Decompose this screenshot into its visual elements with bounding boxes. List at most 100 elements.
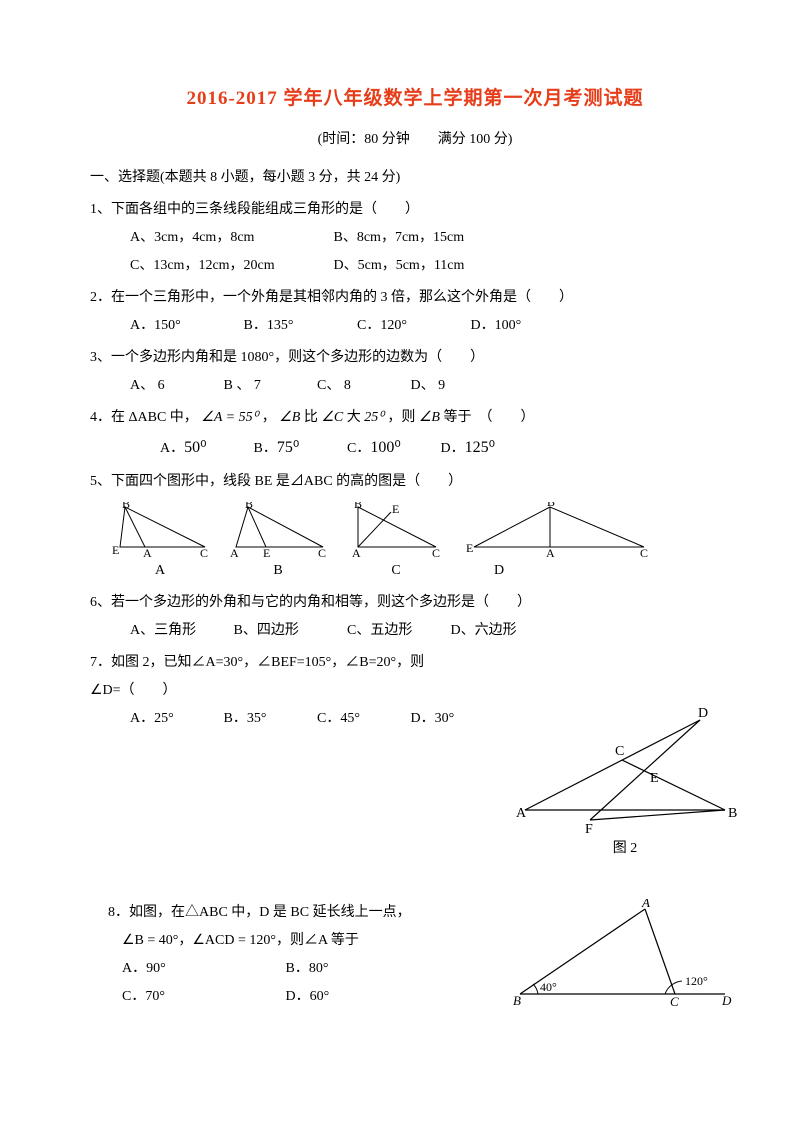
q8-figure: A B C D 40° 120° (510, 899, 740, 1009)
q2-opt-c: C．120° (357, 312, 467, 340)
fig-a-C: C (200, 546, 208, 557)
q8-line1: 8．如图，在△ABC 中，D 是 BC 延长线上一点， (108, 899, 510, 927)
fig-c-C: C (432, 546, 440, 557)
q8-fig-C: C (670, 994, 679, 1009)
q4-ang1: ∠A = 55⁰ (201, 410, 258, 425)
q4-opt-c-val: 100⁰ (370, 439, 400, 456)
q7-fig-B: B (728, 806, 737, 821)
q8-opts-row2: C．70° D．60° (122, 983, 510, 1011)
q5-label-c: C (346, 557, 446, 585)
q5-stem: 5、下面四个图形中，线段 BE 是⊿ABC 的高的图是（ ） (90, 468, 740, 496)
fig-c-E: E (392, 502, 399, 516)
q7-fig-F: F (585, 822, 593, 835)
q3-stem: 3、一个多边形内角和是 1080°，则这个多边形的边数为（ ） (90, 344, 740, 372)
q5-fig-c: B E A C C (346, 502, 446, 585)
q4-ang2p2: ∠C (321, 410, 343, 425)
q4-opt-a-val: 50⁰ (184, 439, 206, 456)
q4-text-c: ，则 (387, 410, 415, 425)
fig-a-A: A (143, 546, 152, 557)
triangle-c-icon: B E A C (346, 502, 446, 557)
fig-a-B: B (122, 502, 130, 511)
q5-label-b: B (228, 557, 328, 585)
fig-d-C: C (640, 546, 648, 557)
q7-fig-A: A (516, 806, 527, 821)
q4-tri: ΔABC (129, 410, 167, 425)
q4-bi: 比 (304, 410, 318, 425)
q4-opt-b-wrap: B．75⁰ (254, 432, 344, 464)
q6-opt-a: A、三角形 (130, 617, 230, 645)
q8-opt-a: A．90° (122, 955, 282, 983)
q3-opt-c: C、 8 (317, 372, 407, 400)
q7-fig-C: C (615, 744, 624, 759)
q5-label-a: A (110, 557, 210, 585)
section-1-heading: 一、选择题(本题共 8 小题，每小题 3 分，共 24 分) (90, 164, 740, 192)
q7-fig-E: E (650, 771, 659, 786)
q3-opts: A、 6 B 、 7 C、 8 D、 9 (130, 372, 740, 400)
q4-angB: ∠B (419, 410, 440, 425)
q3-opt-a: A、 6 (130, 372, 220, 400)
q4-comma1: ， (262, 410, 276, 425)
q1-opt-b: B、8cm，7cm，15cm (334, 224, 465, 252)
q4-opt-c-lab: C． (347, 441, 370, 456)
triangle-a-icon: B E A C (110, 502, 210, 557)
q2-stem: 2．在一个三角形中，一个外角是其相邻内角的 3 倍，那么这个外角是（ ） (90, 284, 740, 312)
q7-opt-c: C．45° (317, 705, 407, 733)
q6-opt-b: B、四边形 (234, 617, 344, 645)
fig-d-A: A (546, 546, 555, 557)
fig-b-E: E (263, 546, 270, 557)
q8-fig-40: 40° (540, 980, 557, 994)
q4-opt-a-wrap: A．50⁰ (160, 432, 250, 464)
q5-label-d: D (494, 557, 654, 585)
q4-text-b: 中， (170, 410, 198, 425)
q4-opt-b-lab: B． (254, 441, 277, 456)
q7-fig-D: D (698, 706, 708, 721)
q8-opts-row1: A．90° B．80° (122, 955, 510, 983)
q7-stem1: 7．如图 2，已知∠A=30°，∠BEF=105°，∠B=20°，则 (90, 649, 740, 677)
fig-c-A: A (352, 546, 361, 557)
q4-text-d: 等于 （ ） (443, 410, 534, 425)
q4-opt-d-wrap: D．125⁰ (441, 432, 496, 464)
fig-a-E: E (112, 543, 119, 557)
q2-opt-a: A．150° (130, 312, 240, 340)
q7-figure: D C E A F B 图 2 (510, 705, 740, 863)
triangle-b-icon: B A E C (228, 502, 328, 557)
page-title: 2016-2017 学年八年级数学上学期第一次月考测试题 (90, 80, 740, 118)
q1-opt-c: C、13cm，12cm，20cm (130, 252, 330, 280)
q4-opt-b-val: 75⁰ (277, 439, 299, 456)
q7-opt-b: B．35° (224, 705, 314, 733)
q4-opt-c-wrap: C．100⁰ (347, 432, 437, 464)
q3-opt-d: D、 9 (411, 372, 446, 400)
q2-opts: A．150° B．135° C．120° D．100° (130, 312, 740, 340)
q4-opt-d-lab: D． (441, 441, 465, 456)
q6-stem: 6、若一个多边形的外角和与它的内角和相等，则这个多边形是（ ） (90, 589, 740, 617)
q1-opt-d: D、5cm，5cm，11cm (334, 252, 465, 280)
q4-stem: 4．在 ΔABC 中， ∠A = 55⁰ ， ∠B 比 ∠C 大 25⁰ ，则 … (90, 404, 740, 432)
q5-fig-b: B A E C B (228, 502, 328, 585)
q7-fig-caption: 图 2 (510, 835, 740, 863)
q4-da: 大 (347, 410, 361, 425)
subtitle: (时间：80 分钟 满分 100 分) (90, 126, 740, 154)
fig-d-E: E (466, 541, 473, 555)
q8-fig-A: A (641, 899, 650, 910)
q8-fig-120: 120° (685, 974, 708, 988)
q7-stem2: ∠D=（ ） (90, 677, 740, 705)
q5-fig-a: B E A C A (110, 502, 210, 585)
q8-text: 8．如图，在△ABC 中，D 是 BC 延长线上一点， ∠B = 40°，∠AC… (108, 899, 510, 1011)
q4-opt-a-lab: A． (160, 441, 184, 456)
q1-opt-a: A、3cm，4cm，8cm (130, 224, 330, 252)
page: 2016-2017 学年八年级数学上学期第一次月考测试题 (时间：80 分钟 满… (0, 0, 800, 1051)
q6-opts: A、三角形 B、四边形 C、五边形 D、六边形 (130, 617, 740, 645)
q7-opt-d: D．30° (411, 705, 455, 733)
q5-fig-d: B E A C D (464, 502, 654, 585)
q3-opt-b: B 、 7 (224, 372, 314, 400)
q1-stem: 1、下面各组中的三条线段能组成三角形的是（ ） (90, 196, 740, 224)
fig-c-B: B (354, 502, 362, 511)
q6-opt-c: C、五边形 (347, 617, 447, 645)
q4-opt-d-val: 125⁰ (465, 439, 495, 456)
fig-d-B: B (547, 502, 555, 509)
q8-diagram-icon: A B C D 40° 120° (510, 899, 740, 1009)
q8: 8．如图，在△ABC 中，D 是 BC 延长线上一点， ∠B = 40°，∠AC… (90, 899, 740, 1011)
fig-b-A: A (230, 546, 239, 557)
q4-opts: A．50⁰ B．75⁰ C．100⁰ D．125⁰ (160, 432, 740, 464)
q1-opts-row2: C、13cm，12cm，20cm D、5cm，5cm，11cm (130, 252, 740, 280)
